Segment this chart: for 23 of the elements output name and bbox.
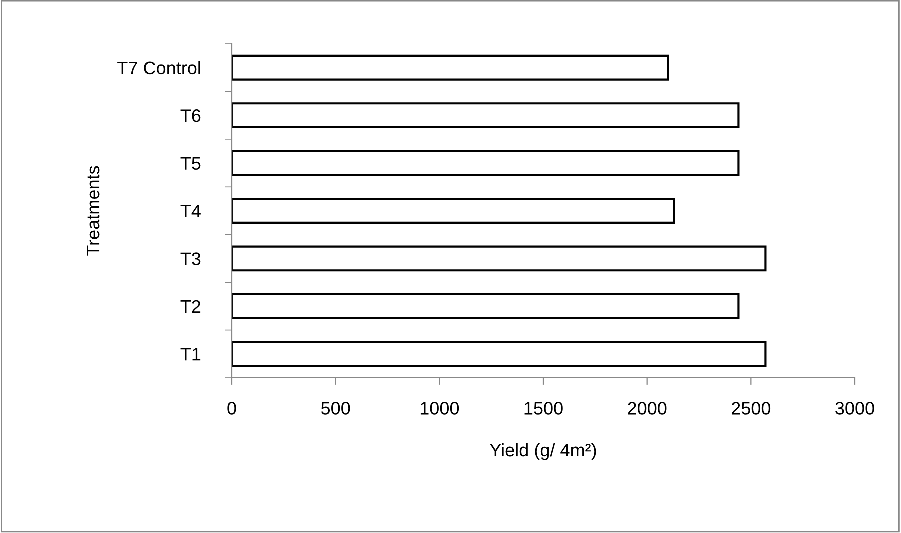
bar xyxy=(232,293,740,320)
bar xyxy=(232,341,767,368)
x-axis-title: Yield (g/ 4m²) xyxy=(490,443,596,460)
y-tick-label: T6 xyxy=(180,110,201,122)
x-tick-label: 500 xyxy=(321,402,350,415)
x-tick-label: 0 xyxy=(228,402,236,415)
y-tick-label: T2 xyxy=(180,300,201,313)
y-tick-label: T1 xyxy=(180,348,201,361)
y-axis-title: Treatments xyxy=(87,166,100,256)
x-tick-label: 2000 xyxy=(628,402,667,415)
bar xyxy=(232,150,740,176)
x-tick-label: 3000 xyxy=(836,402,874,415)
bar xyxy=(232,198,676,224)
bar xyxy=(232,246,767,272)
x-tick-label: 1500 xyxy=(524,402,563,415)
y-tick-label: T4 xyxy=(180,205,201,218)
x-tick-label: 1000 xyxy=(420,402,460,415)
y-tick-label: T3 xyxy=(180,252,201,266)
y-tick-label: T7 Control xyxy=(118,61,200,75)
bar xyxy=(232,54,670,81)
y-tick-label: T5 xyxy=(180,157,201,170)
bar xyxy=(232,102,740,129)
x-tick-label: 2500 xyxy=(732,402,771,415)
